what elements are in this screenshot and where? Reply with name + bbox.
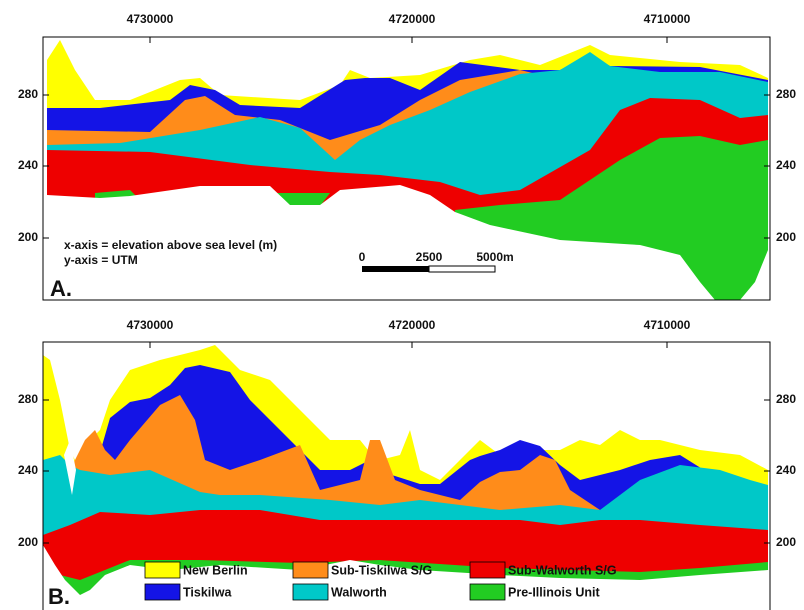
- y-tick-label: 280: [18, 392, 38, 406]
- x-tick-label: 4710000: [644, 318, 691, 332]
- panel-label: B.: [48, 584, 70, 609]
- y-tick-label: 200: [776, 535, 796, 549]
- legend-swatch: [469, 561, 506, 579]
- y-tick-label: 240: [18, 463, 38, 477]
- x-tick-label: 4720000: [389, 318, 436, 332]
- panel-a-layers: [47, 40, 768, 301]
- legend-label: Pre-Illinois Unit: [508, 585, 601, 599]
- legend-swatch: [144, 561, 181, 579]
- y-tick-label: 240: [776, 158, 796, 172]
- legend-label: Walworth: [331, 585, 387, 599]
- ticks: [43, 37, 770, 544]
- annotation: y-axis = UTM: [64, 253, 138, 267]
- y-tick-label: 200: [776, 230, 796, 244]
- legend-swatch: [292, 561, 329, 579]
- legend-swatch: [144, 583, 181, 601]
- pre-illinois-layer: [275, 193, 330, 206]
- panel-b-layers: [43, 345, 768, 610]
- y-tick-label: 280: [776, 392, 796, 406]
- legend-label: Sub-Walworth S/G: [508, 563, 617, 577]
- panel-label: A.: [50, 276, 72, 301]
- legend: New Berlin Sub-Tiskilwa S/G Sub-Walworth S…: [144, 561, 617, 601]
- scale-bar: [428, 265, 496, 273]
- legend-label: Tiskilwa: [183, 585, 232, 599]
- background: [43, 545, 768, 610]
- background: [47, 185, 768, 301]
- legend-swatch: [469, 583, 506, 601]
- y-tick-label: 280: [776, 87, 796, 101]
- legend-label: New Berlin: [183, 563, 248, 577]
- x-tick-label: 4720000: [389, 12, 436, 26]
- x-tick-label: 4730000: [127, 318, 174, 332]
- y-tick-label: 240: [776, 463, 796, 477]
- background: [64, 440, 76, 495]
- panel-b-frame: [42, 341, 771, 610]
- legend-swatch: [292, 583, 329, 601]
- y-tick-label: 200: [18, 230, 38, 244]
- x-tick-label: 4710000: [644, 12, 691, 26]
- x-tick-label: 4730000: [127, 12, 174, 26]
- y-tick-label: 280: [18, 87, 38, 101]
- scale-label: 2500: [416, 250, 443, 264]
- annotation: x-axis = elevation above sea level (m): [64, 238, 277, 252]
- panel-a-frame: [42, 36, 771, 301]
- scale-label: 5000m: [476, 250, 513, 264]
- y-tick-label: 200: [18, 535, 38, 549]
- legend-label: Sub-Tiskilwa S/G: [331, 563, 432, 577]
- scale-label: 0: [359, 250, 366, 264]
- y-tick-label: 240: [18, 158, 38, 172]
- scale-bar: [362, 266, 429, 272]
